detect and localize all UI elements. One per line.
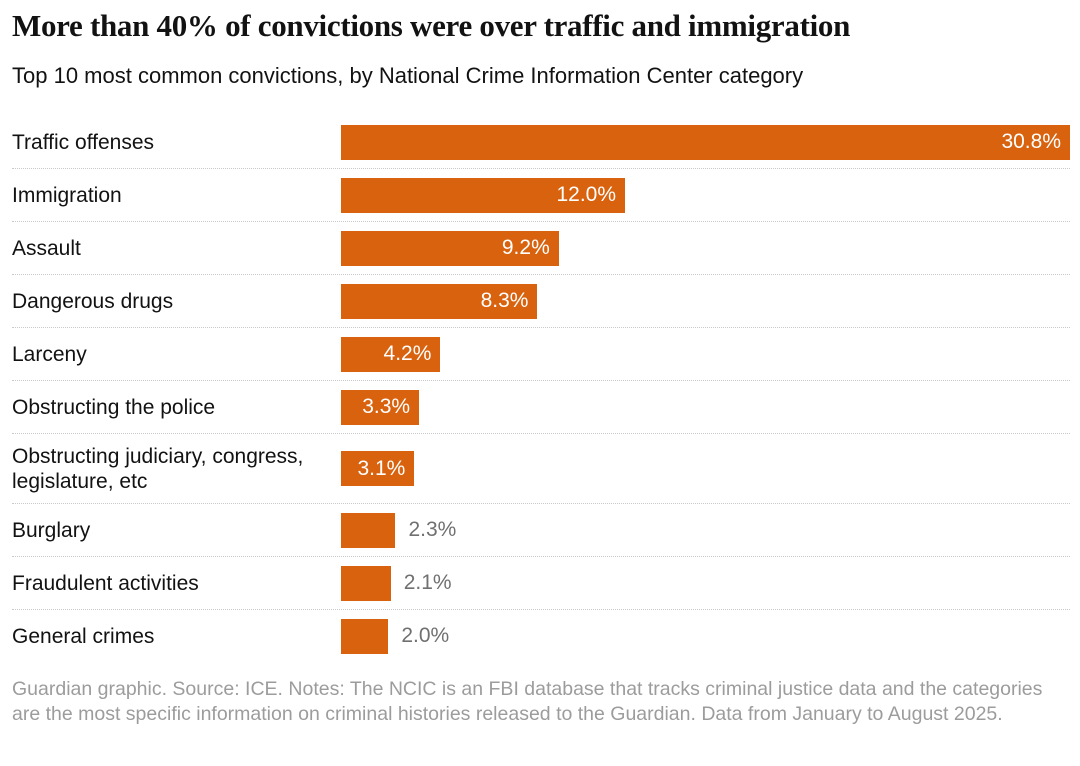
chart-row: Dangerous drugs 8.3% — [12, 275, 1070, 328]
chart-row: Assault 9.2% — [12, 222, 1070, 275]
bar-value-label-inside: 3.3% — [362, 395, 411, 418]
bar-value-label-inside: 12.0% — [556, 183, 617, 206]
category-label: Burglary — [12, 518, 91, 542]
chart-row: Traffic offenses 30.8% — [12, 116, 1070, 169]
chart-row: Larceny 4.2% — [12, 328, 1070, 381]
bar-track: 12.0% — [341, 177, 1070, 213]
bar: 3.3% — [341, 389, 420, 425]
bar-track: 3.3% — [341, 389, 1070, 425]
bar-track: 30.8% — [341, 124, 1070, 160]
chart-row: Immigration 12.0% — [12, 169, 1070, 222]
chart-row: Obstructing the police 3.3% — [12, 381, 1070, 434]
category-label: Obstructing judiciary, congress, legisla… — [12, 444, 304, 493]
chart-row: Fraudulent activities 2.1% — [12, 557, 1070, 610]
bar: 3.1% — [341, 451, 415, 486]
bar: 8.3% — [341, 283, 538, 319]
category-label: Fraudulent activities — [12, 571, 199, 595]
bar-value-label-outside: 2.1% — [403, 571, 452, 594]
bar-value-label-inside: 3.1% — [357, 456, 406, 480]
bar — [341, 512, 396, 548]
bar — [341, 565, 391, 601]
bar-value-label-inside: 8.3% — [480, 289, 529, 312]
chart-row: Burglary 2.3% — [12, 504, 1070, 557]
bar-chart: Traffic offenses 30.8% Immigration 12.0%… — [12, 116, 1070, 662]
bar: 30.8% — [341, 124, 1070, 160]
bar-value-label-inside: 4.2% — [383, 342, 432, 365]
bar: 12.0% — [341, 177, 626, 213]
bar: 4.2% — [341, 336, 441, 372]
bar-track: 9.2% — [341, 230, 1070, 266]
chart-row: Obstructing judiciary, congress, legisla… — [12, 434, 1070, 504]
category-label: General crimes — [12, 624, 155, 648]
bar-value-label-inside: 9.2% — [501, 236, 550, 259]
category-label: Traffic offenses — [12, 130, 155, 154]
chart-subtitle: Top 10 most common convictions, by Natio… — [12, 63, 804, 88]
category-label: Immigration — [12, 183, 122, 207]
category-label: Assault — [12, 236, 81, 260]
source-note: Guardian graphic. Source: ICE. Notes: Th… — [12, 678, 1043, 725]
bar-value-label-inside: 30.8% — [1001, 130, 1061, 153]
chart-title: More than 40% of convictions were over t… — [12, 8, 851, 43]
bar — [341, 618, 389, 654]
bar-value-label-outside: 2.3% — [408, 518, 457, 541]
category-label: Obstructing the police — [12, 395, 216, 419]
bar-track: 2.0% — [341, 618, 1070, 654]
bar-track: 2.3% — [341, 512, 1070, 548]
chart-row: General crimes 2.0% — [12, 610, 1070, 662]
bar-track: 2.1% — [341, 565, 1070, 601]
bar-track: 3.1% — [341, 451, 1070, 486]
bar: 9.2% — [341, 230, 559, 266]
bar-value-label-outside: 2.0% — [401, 624, 450, 647]
bar-track: 8.3% — [341, 283, 1070, 319]
bar-track: 4.2% — [341, 336, 1070, 372]
category-label: Dangerous drugs — [12, 289, 174, 313]
category-label: Larceny — [12, 342, 87, 366]
